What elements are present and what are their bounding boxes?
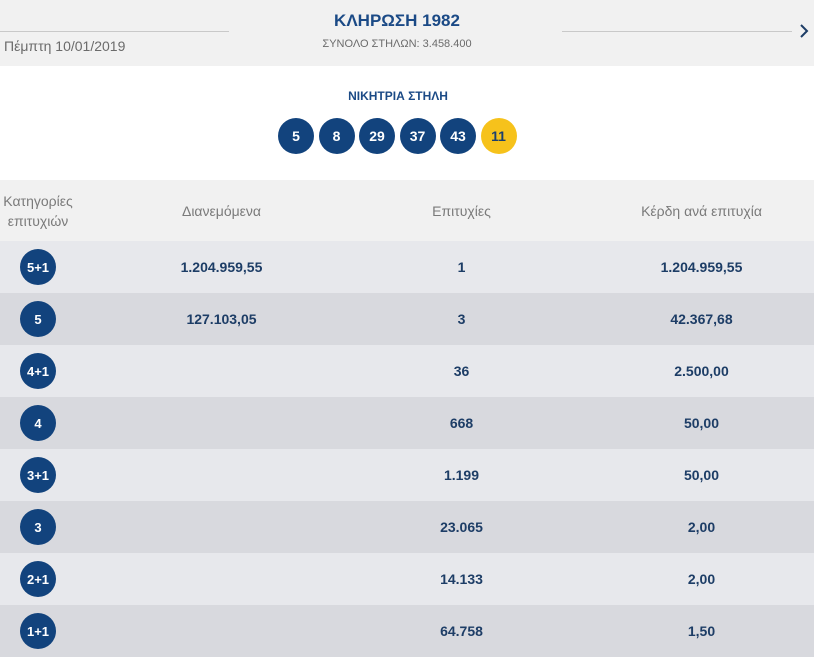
distributed-cell — [120, 345, 323, 397]
successes-cell: 23.065 — [440, 519, 483, 535]
distributed-cell — [120, 449, 323, 501]
gain-cell: 2,00 — [687, 519, 716, 535]
gain-cell: 50,00 — [683, 467, 720, 483]
winning-column-label: ΝΙΚΗΤΡΙΑ ΣΤΗΛΗ — [348, 89, 448, 103]
gain-cell: 42.367,68 — [670, 311, 733, 327]
table-row: 4 668 50,00 — [0, 397, 814, 449]
successes-cell: 3 — [457, 311, 466, 327]
successes-cell: 36 — [453, 363, 470, 379]
category-badge: 3 — [20, 509, 56, 545]
header-divider-left — [0, 31, 229, 32]
winning-column-section: ΝΙΚΗΤΡΙΑ ΣΤΗΛΗ 5 8 29 37 43 11 — [0, 66, 814, 180]
category-badge: 4 — [20, 405, 56, 441]
gain-cell: 1.204.959,55 — [660, 259, 743, 275]
gain-cell: 50,00 — [683, 415, 720, 431]
draw-header: Πέμπτη 10/01/2019 ΚΛΗΡΩΣΗ 1982 ΣΥΝΟΛΟ ΣΤ… — [0, 0, 814, 66]
table-row: 1+1 64.758 1,50 — [0, 605, 814, 657]
distributed-cell — [120, 397, 323, 449]
header-successes: Επιτυχίες — [432, 202, 491, 219]
draw-date: Πέμπτη 10/01/2019 — [4, 38, 126, 54]
successes-cell: 1 — [457, 259, 466, 275]
table-row: 3+1 1.199 50,00 — [0, 449, 814, 501]
distributed-cell: 1.204.959,55 — [180, 259, 263, 275]
joker-ball: 11 — [480, 118, 517, 154]
gain-cell: 2.500,00 — [674, 363, 729, 379]
table-row: 2+1 14.133 2,00 — [0, 553, 814, 605]
category-badge: 4+1 — [20, 353, 56, 389]
total-columns: ΣΥΝΟΛΟ ΣΤΗΛΩΝ: 3.458.400 — [322, 38, 472, 50]
successes-cell: 14.133 — [440, 571, 483, 587]
gain-cell: 1,50 — [687, 623, 716, 639]
next-draw-button[interactable] — [797, 20, 811, 42]
number-ball: 37 — [399, 118, 436, 154]
category-badge: 5+1 — [20, 249, 56, 285]
distributed-cell — [120, 553, 323, 605]
distributed-cell: 127.103,05 — [186, 311, 257, 327]
distributed-cell — [120, 605, 323, 657]
table-row: 4+1 36 2.500,00 — [0, 345, 814, 397]
winning-numbers: 5 8 29 37 43 11 — [278, 118, 517, 154]
table-row: 3 23.065 2,00 — [0, 501, 814, 553]
header-divider-right — [562, 31, 792, 32]
draw-title: ΚΛΗΡΩΣΗ 1982 — [334, 11, 460, 30]
table-row: 5+1 1.204.959,55 1 1.204.959,55 — [0, 241, 814, 293]
chevron-right-icon — [800, 24, 809, 38]
number-ball: 5 — [278, 118, 314, 154]
gain-cell: 2,00 — [687, 571, 716, 587]
category-badge: 3+1 — [20, 457, 56, 493]
table-row: 5 127.103,05 3 42.367,68 — [0, 293, 814, 345]
header-category: Κατηγορίες επιτυχιών — [3, 192, 73, 229]
category-badge: 2+1 — [20, 561, 56, 597]
successes-cell: 64.758 — [440, 623, 483, 639]
distributed-cell — [120, 501, 323, 553]
number-ball: 8 — [318, 118, 355, 154]
number-ball: 29 — [359, 118, 395, 154]
successes-cell: 1.199 — [443, 467, 480, 483]
successes-cell: 668 — [449, 415, 474, 431]
prize-table-header: Κατηγορίες επιτυχιών Διανεμόμενα Επιτυχί… — [0, 180, 814, 241]
category-badge: 1+1 — [20, 613, 56, 649]
header-gain: Κέρδη ανά επιτυχία — [641, 202, 762, 219]
number-ball: 43 — [440, 118, 476, 154]
prize-table-body: 5+1 1.204.959,55 1 1.204.959,55 5 127.10… — [0, 241, 814, 657]
header-distributed: Διανεμόμενα — [181, 202, 262, 219]
category-badge: 5 — [20, 301, 56, 337]
